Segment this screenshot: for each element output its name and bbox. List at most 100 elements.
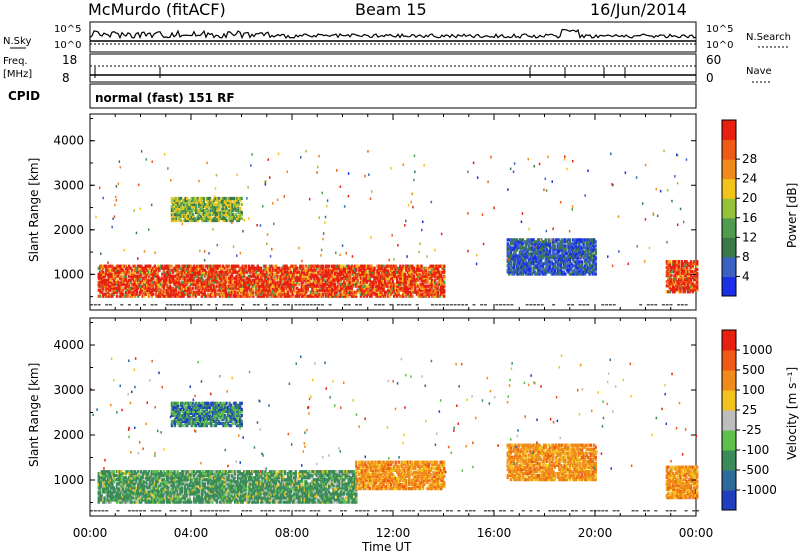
data-cell bbox=[291, 264, 294, 268]
data-cell bbox=[696, 272, 699, 276]
data-cell bbox=[171, 278, 175, 282]
data-cell bbox=[164, 272, 167, 276]
data-cell bbox=[250, 280, 253, 284]
data-cell bbox=[408, 290, 411, 294]
data-cell bbox=[244, 286, 247, 290]
data-cell bbox=[100, 276, 103, 280]
data-cell bbox=[168, 284, 172, 288]
data-cell bbox=[577, 248, 581, 252]
data-cell bbox=[591, 254, 594, 258]
data-cell bbox=[677, 268, 681, 272]
data-cell bbox=[168, 270, 172, 274]
data-cell bbox=[415, 270, 419, 274]
data-cell bbox=[546, 264, 549, 268]
data-cell bbox=[676, 223, 679, 226]
data-cell bbox=[343, 290, 346, 294]
data-cell bbox=[418, 268, 422, 272]
data-cell bbox=[438, 288, 441, 292]
data-cell bbox=[187, 278, 190, 282]
ground-scatter-cell bbox=[499, 304, 503, 306]
data-cell bbox=[346, 286, 349, 290]
data-cell bbox=[579, 252, 582, 256]
data-cell bbox=[443, 276, 446, 280]
freq-tick-top: 18 bbox=[62, 53, 77, 67]
data-cell bbox=[290, 290, 293, 294]
data-cell bbox=[330, 276, 334, 280]
data-cell bbox=[567, 268, 570, 272]
data-cell bbox=[438, 270, 441, 274]
data-cell bbox=[405, 274, 408, 278]
data-cell bbox=[390, 266, 393, 270]
data-cell bbox=[324, 292, 328, 296]
data-cell bbox=[199, 278, 202, 282]
data-cell bbox=[115, 486, 119, 490]
data-cell bbox=[163, 153, 166, 156]
data-cell bbox=[421, 288, 425, 292]
data-cell bbox=[249, 290, 252, 294]
data-cell bbox=[582, 272, 585, 276]
data-cell bbox=[423, 274, 426, 278]
data-cell bbox=[106, 480, 110, 484]
data-cell bbox=[691, 270, 694, 274]
data-cell bbox=[535, 252, 538, 256]
data-cell bbox=[190, 212, 193, 217]
data-cell bbox=[255, 276, 258, 280]
data-cell bbox=[235, 270, 238, 274]
data-cell bbox=[271, 284, 275, 288]
data-cell bbox=[577, 262, 581, 266]
data-cell bbox=[187, 218, 190, 223]
data-cell bbox=[276, 280, 279, 284]
data-cell bbox=[417, 292, 420, 296]
data-cell bbox=[118, 280, 122, 284]
data-cell bbox=[200, 268, 203, 272]
ground-scatter-cell bbox=[173, 304, 177, 306]
data-cell bbox=[108, 494, 111, 498]
data-cell bbox=[317, 288, 320, 292]
data-cell bbox=[356, 264, 359, 268]
data-cell bbox=[441, 294, 444, 298]
data-cell bbox=[696, 264, 699, 268]
data-cell bbox=[643, 260, 646, 263]
data-cell bbox=[133, 282, 137, 286]
data-cell bbox=[189, 206, 192, 211]
data-cell bbox=[347, 280, 350, 284]
data-cell bbox=[361, 270, 364, 274]
data-cell bbox=[329, 288, 332, 292]
data-cell bbox=[224, 276, 228, 280]
data-cell bbox=[124, 274, 128, 278]
data-cell bbox=[367, 150, 369, 153]
data-cell bbox=[508, 246, 511, 250]
data-cell bbox=[564, 155, 566, 158]
data-cell bbox=[168, 268, 172, 272]
data-cell bbox=[538, 246, 541, 250]
data-cell bbox=[571, 246, 575, 250]
data-cell bbox=[576, 240, 579, 244]
data-cell bbox=[195, 210, 198, 215]
data-cell bbox=[271, 288, 275, 292]
data-cell bbox=[240, 274, 243, 278]
data-cell bbox=[237, 218, 240, 223]
data-cell bbox=[541, 262, 544, 266]
data-cell bbox=[526, 240, 529, 244]
data-cell bbox=[180, 294, 184, 298]
data-cell bbox=[694, 276, 697, 280]
data-cell bbox=[229, 284, 232, 288]
data-cell bbox=[521, 262, 525, 266]
data-cell bbox=[191, 286, 194, 290]
data-cell bbox=[99, 294, 102, 298]
data-cell bbox=[571, 272, 575, 276]
data-cell bbox=[106, 280, 110, 284]
data-cell bbox=[223, 204, 227, 209]
data-cell bbox=[538, 262, 541, 266]
data-cell bbox=[550, 246, 553, 250]
data-cell bbox=[105, 480, 108, 484]
data-cell bbox=[323, 272, 326, 276]
data-cell bbox=[580, 250, 584, 254]
data-cell bbox=[117, 486, 120, 490]
ground-scatter-cell bbox=[567, 304, 571, 306]
data-cell bbox=[318, 292, 322, 296]
data-cell bbox=[580, 268, 584, 272]
data-cell bbox=[176, 214, 180, 219]
data-cell bbox=[99, 186, 101, 189]
